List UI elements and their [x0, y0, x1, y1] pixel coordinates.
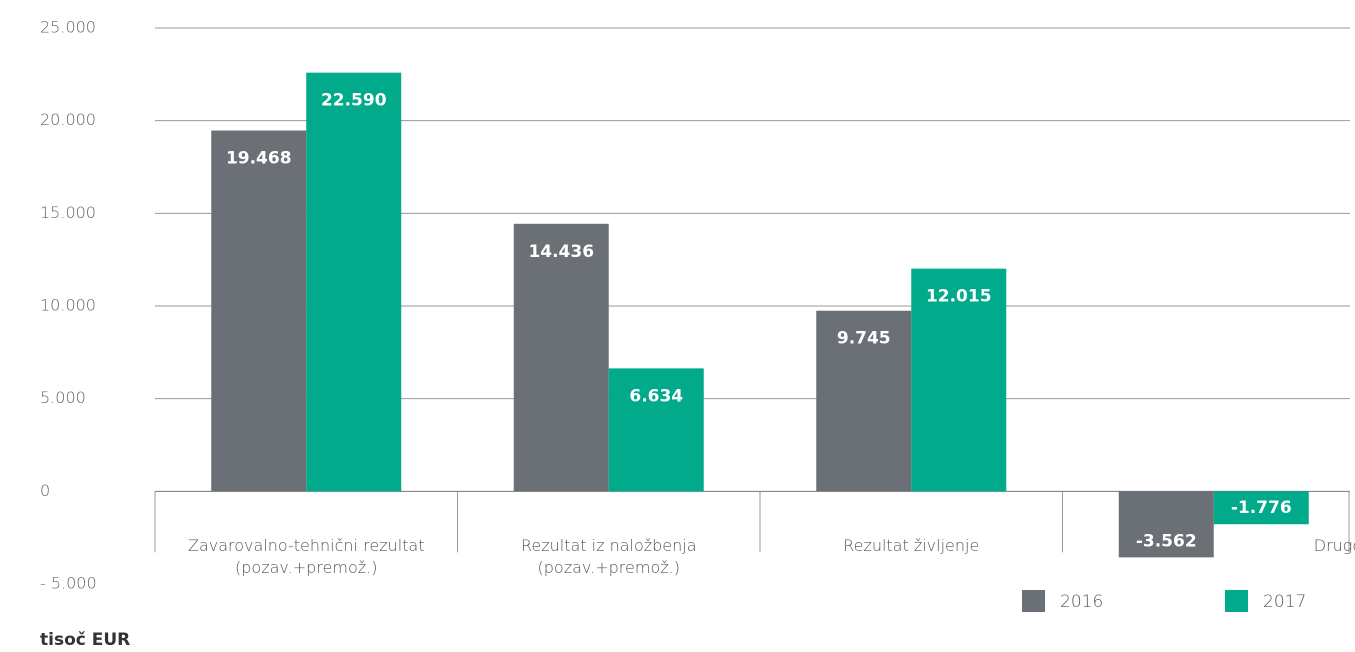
data-label: -1.776: [1231, 498, 1292, 518]
bar: [816, 310, 912, 492]
data-label: 22.590: [321, 91, 387, 111]
y-tick-label: 5.000: [40, 388, 86, 407]
x-tick-label: Rezultat iz naložbenja (pozav.+premož.): [520, 536, 697, 578]
data-label: 19.468: [226, 149, 292, 169]
data-label: 14.436: [528, 242, 594, 262]
y-tick-label: 10.000: [40, 296, 96, 315]
bar: [911, 268, 1007, 492]
y-tick-label: 15.000: [40, 203, 96, 222]
data-label: -3.562: [1136, 531, 1197, 551]
legend-swatch: [1225, 590, 1248, 612]
bar: [211, 130, 307, 492]
unit-label: tisoč EUR: [40, 630, 130, 650]
y-tick-label: 20.000: [40, 110, 96, 129]
data-label: 9.745: [837, 329, 891, 349]
bar: [513, 223, 609, 492]
data-label: 12.015: [926, 287, 992, 307]
legend-swatch: [1022, 590, 1045, 612]
bar: [306, 72, 402, 492]
y-tick-label: 0: [40, 481, 50, 500]
x-tick-label: Zavarovalno-tehnični rezultat (pozav.+pr…: [188, 536, 425, 578]
bar: [608, 368, 704, 492]
bar: [1213, 491, 1309, 525]
y-tick-label: 25.000: [40, 18, 96, 37]
x-tick-label: Drugo*: [1313, 536, 1355, 556]
data-label: 6.634: [629, 386, 683, 406]
y-tick-label: - 5.000: [40, 574, 97, 593]
legend-label: 2017: [1263, 592, 1306, 612]
bar: [1118, 491, 1214, 558]
x-tick-label: Rezultat življenje: [843, 536, 980, 556]
legend-label: 2016: [1060, 592, 1103, 612]
